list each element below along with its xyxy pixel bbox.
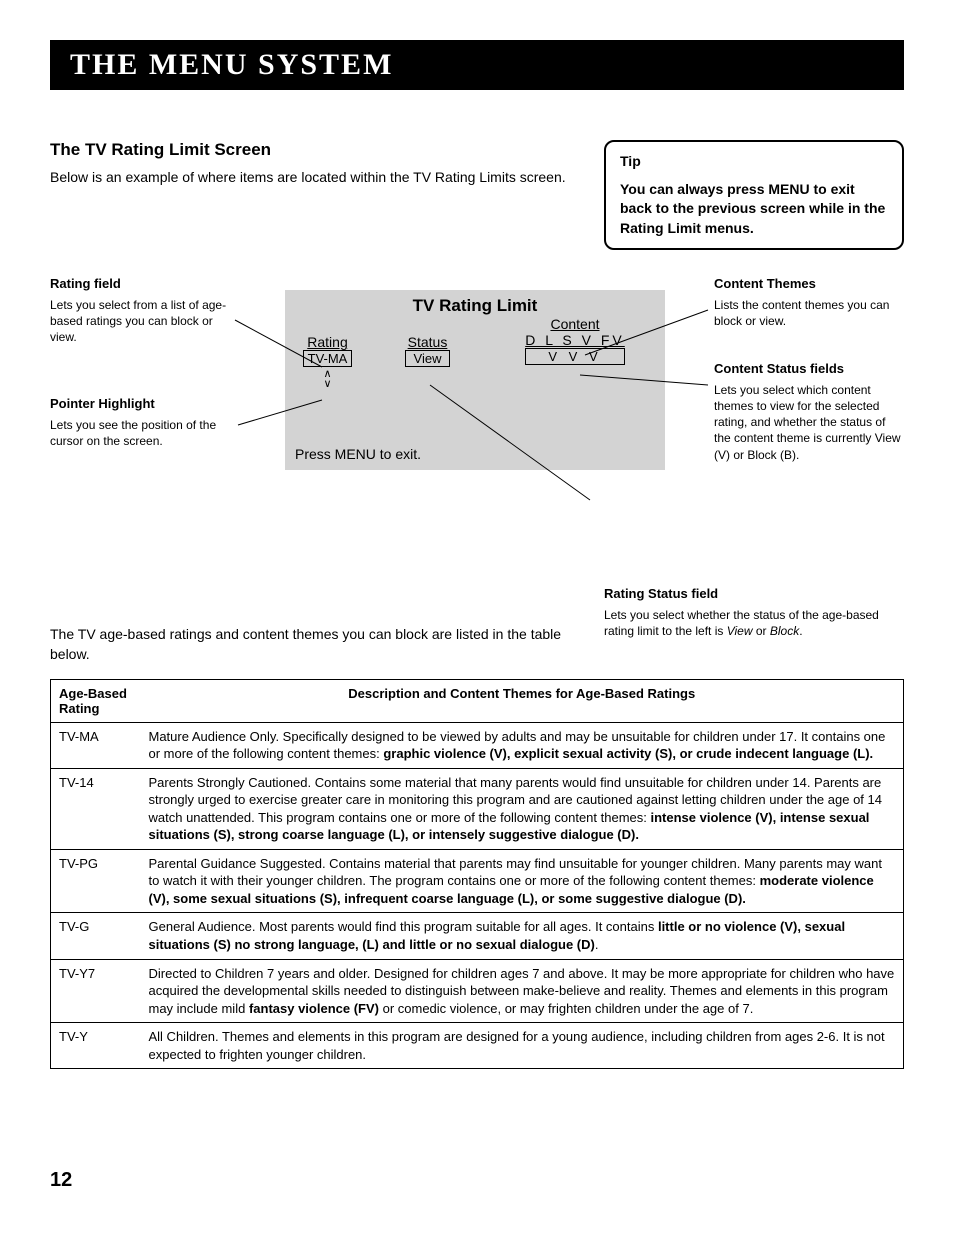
content-header: Content [495, 316, 655, 332]
rating-desc: General Audience. Most parents would fin… [141, 913, 904, 959]
callout-body: Lets you see the position of the cursor … [50, 417, 240, 449]
page-banner: The Menu System [50, 40, 904, 90]
callout-body: Lets you select from a list of age-based… [50, 297, 240, 346]
intro-text: Below is an example of where items are l… [50, 168, 584, 188]
rating-code: TV-14 [51, 768, 141, 849]
table-row: TV-YAll Children. Themes and elements in… [51, 1023, 904, 1069]
tip-body: You can always press MENU to exit back t… [620, 180, 888, 239]
content-values: V V V [525, 348, 625, 365]
callout-label: Content Themes [714, 275, 904, 293]
tip-label: Tip [620, 152, 888, 172]
rating-code: TV-MA [51, 722, 141, 768]
rating-header: Rating [295, 334, 360, 350]
callout-label: Content Status fields [714, 360, 904, 378]
rating-code: TV-Y7 [51, 959, 141, 1023]
diagram: Rating field Lets you select from a list… [50, 275, 904, 575]
table-row: TV-PGParental Guidance Suggested. Contai… [51, 849, 904, 913]
arrow-down-icon: ∨ [295, 379, 360, 389]
callout-rating-field: Rating field Lets you select from a list… [50, 275, 240, 345]
table-header-desc: Description and Content Themes for Age-B… [141, 679, 904, 722]
rating-value: TV-MA [303, 350, 353, 367]
table-row: TV-14Parents Strongly Cautioned. Contain… [51, 768, 904, 849]
pointer-arrows: ∧ ∨ [295, 369, 360, 389]
rating-desc: All Children. Themes and elements in thi… [141, 1023, 904, 1069]
table-row: TV-Y7Directed to Children 7 years and ol… [51, 959, 904, 1023]
callout-body: Lets you select which content themes to … [714, 382, 904, 463]
rating-code: TV-G [51, 913, 141, 959]
content-column: Content D L S V FV V V V [495, 316, 655, 365]
subtitle: The TV Rating Limit Screen [50, 140, 584, 160]
callout-body: Lets you select whether the status of th… [604, 607, 904, 639]
intro-block: The TV Rating Limit Screen Below is an e… [50, 140, 584, 250]
top-row: The TV Rating Limit Screen Below is an e… [50, 140, 904, 250]
rating-code: TV-PG [51, 849, 141, 913]
callout-label: Rating field [50, 275, 240, 293]
page-number: 12 [50, 1169, 904, 1192]
table-row: TV-MAMature Audience Only. Specifically … [51, 722, 904, 768]
panel-footer: Press MENU to exit. [295, 446, 421, 462]
rating-desc: Parents Strongly Cautioned. Contains som… [141, 768, 904, 849]
table-row: TV-GGeneral Audience. Most parents would… [51, 913, 904, 959]
rating-desc: Mature Audience Only. Specifically desig… [141, 722, 904, 768]
table-header-rating: Age-Based Rating [51, 679, 141, 722]
callout-content-themes: Content Themes Lists the content themes … [714, 275, 904, 329]
bridge-text: The TV age-based ratings and content the… [50, 585, 574, 664]
rating-desc: Directed to Children 7 years and older. … [141, 959, 904, 1023]
ratings-table: Age-Based Rating Description and Content… [50, 679, 904, 1070]
content-subheader: D L S V FV [495, 332, 655, 348]
status-value: View [405, 350, 450, 367]
panel-title: TV Rating Limit [285, 290, 665, 316]
callout-content-status: Content Status fields Lets you select wh… [714, 360, 904, 462]
callout-label: Rating Status field [604, 585, 904, 603]
callout-label: Pointer Highlight [50, 395, 240, 413]
rating-desc: Parental Guidance Suggested. Contains ma… [141, 849, 904, 913]
rating-code: TV-Y [51, 1023, 141, 1069]
tv-rating-panel: TV Rating Limit Rating TV-MA ∧ ∨ Status … [285, 290, 665, 470]
status-column: Status View [400, 334, 455, 367]
callout-rating-status: Rating Status field Lets you select whet… [604, 585, 904, 664]
tip-box: Tip You can always press MENU to exit ba… [604, 140, 904, 250]
bridge-row: The TV age-based ratings and content the… [50, 585, 904, 664]
callout-pointer: Pointer Highlight Lets you see the posit… [50, 395, 240, 449]
callout-body: Lists the content themes you can block o… [714, 297, 904, 329]
rating-column: Rating TV-MA ∧ ∨ [295, 334, 360, 389]
status-header: Status [400, 334, 455, 350]
